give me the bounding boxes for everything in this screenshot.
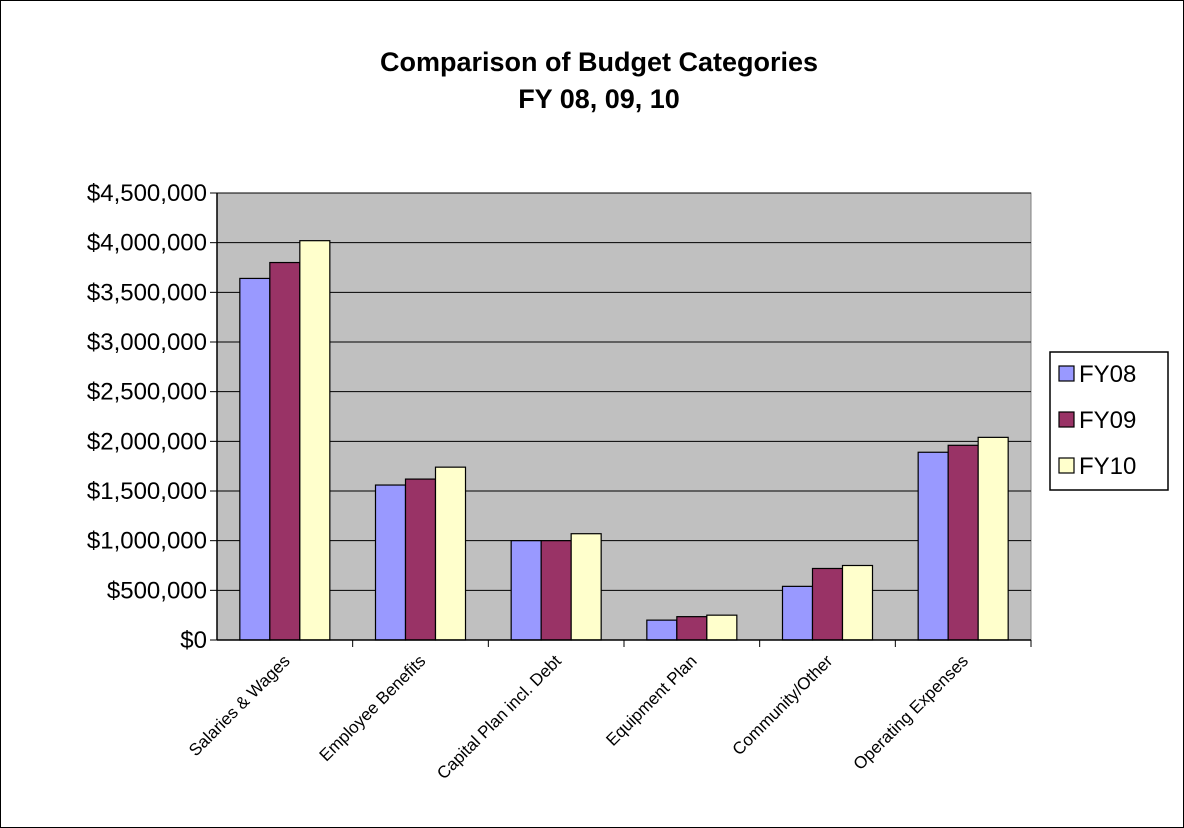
x-tick-label: Capital Plan incl. Debt [433, 651, 565, 783]
chart-title-line-2: FY 08, 09, 10 [518, 84, 680, 114]
x-tick-label: Operating Expenses [850, 651, 972, 773]
bar-fy08-0 [239, 277, 271, 641]
chart-title-line-1: Comparison of Budget Categories [380, 47, 818, 77]
bars [239, 240, 1009, 641]
x-tick-label: Equipment Plan [602, 651, 700, 749]
y-tick-label: $1,000,000 [87, 528, 207, 555]
plot-area [216, 192, 1032, 641]
y-tick-label: $3,500,000 [87, 279, 207, 306]
bar-fy08-4 [781, 585, 814, 641]
legend-swatch-fy09 [1058, 411, 1075, 428]
bar-fy08-3 [646, 619, 678, 641]
bar-fy09-5 [947, 444, 979, 641]
bar-fy10-0 [299, 240, 331, 641]
bar-fy10-4 [841, 564, 874, 641]
y-tick-label: $500,000 [107, 577, 207, 604]
x-tick-label: Salaries & Wages [185, 651, 294, 760]
y-tick-label: $3,000,000 [87, 329, 207, 356]
bar-fy09-1 [404, 478, 437, 641]
y-axis-ticks: $0 $500,000 $1,000,000 $1,500,000 $2,000,000… [87, 180, 217, 654]
legend-swatch-fy08 [1058, 365, 1075, 382]
legend-label-fy08: FY08 [1079, 361, 1136, 388]
bar-fy09-3 [676, 616, 708, 641]
bar-fy10-1 [434, 466, 467, 641]
y-tick-label: $2,500,000 [87, 379, 207, 406]
y-tick-label: $4,000,000 [87, 230, 207, 257]
bar-fy10-3 [706, 614, 738, 641]
y-tick-label: $0 [180, 627, 207, 654]
bar-fy08-1 [374, 484, 407, 641]
x-tick-label: Employee Benefits [316, 651, 430, 765]
x-tick-label: Community/Other [729, 651, 837, 759]
bar-fy10-5 [977, 436, 1009, 641]
legend: FY08 FY09 FY10 [1049, 351, 1169, 491]
y-tick-label: $1,500,000 [87, 478, 207, 505]
bar-fy08-5 [917, 451, 949, 641]
legend-label-fy09: FY09 [1079, 407, 1136, 434]
bar-fy10-2 [570, 533, 602, 641]
bar-fy09-4 [811, 567, 844, 641]
legend-label-fy10: FY10 [1079, 453, 1136, 480]
bar-fy09-2 [540, 540, 572, 641]
y-tick-label: $2,000,000 [87, 428, 207, 455]
x-axis-ticks: Salaries & Wages Employee Benefits Capital… [185, 640, 1032, 783]
bar-fy09-0 [269, 261, 301, 641]
y-tick-label: $4,500,000 [87, 180, 207, 207]
legend-swatch-fy10 [1058, 457, 1075, 474]
gridlines [217, 192, 1031, 591]
bar-fy08-2 [510, 540, 542, 641]
